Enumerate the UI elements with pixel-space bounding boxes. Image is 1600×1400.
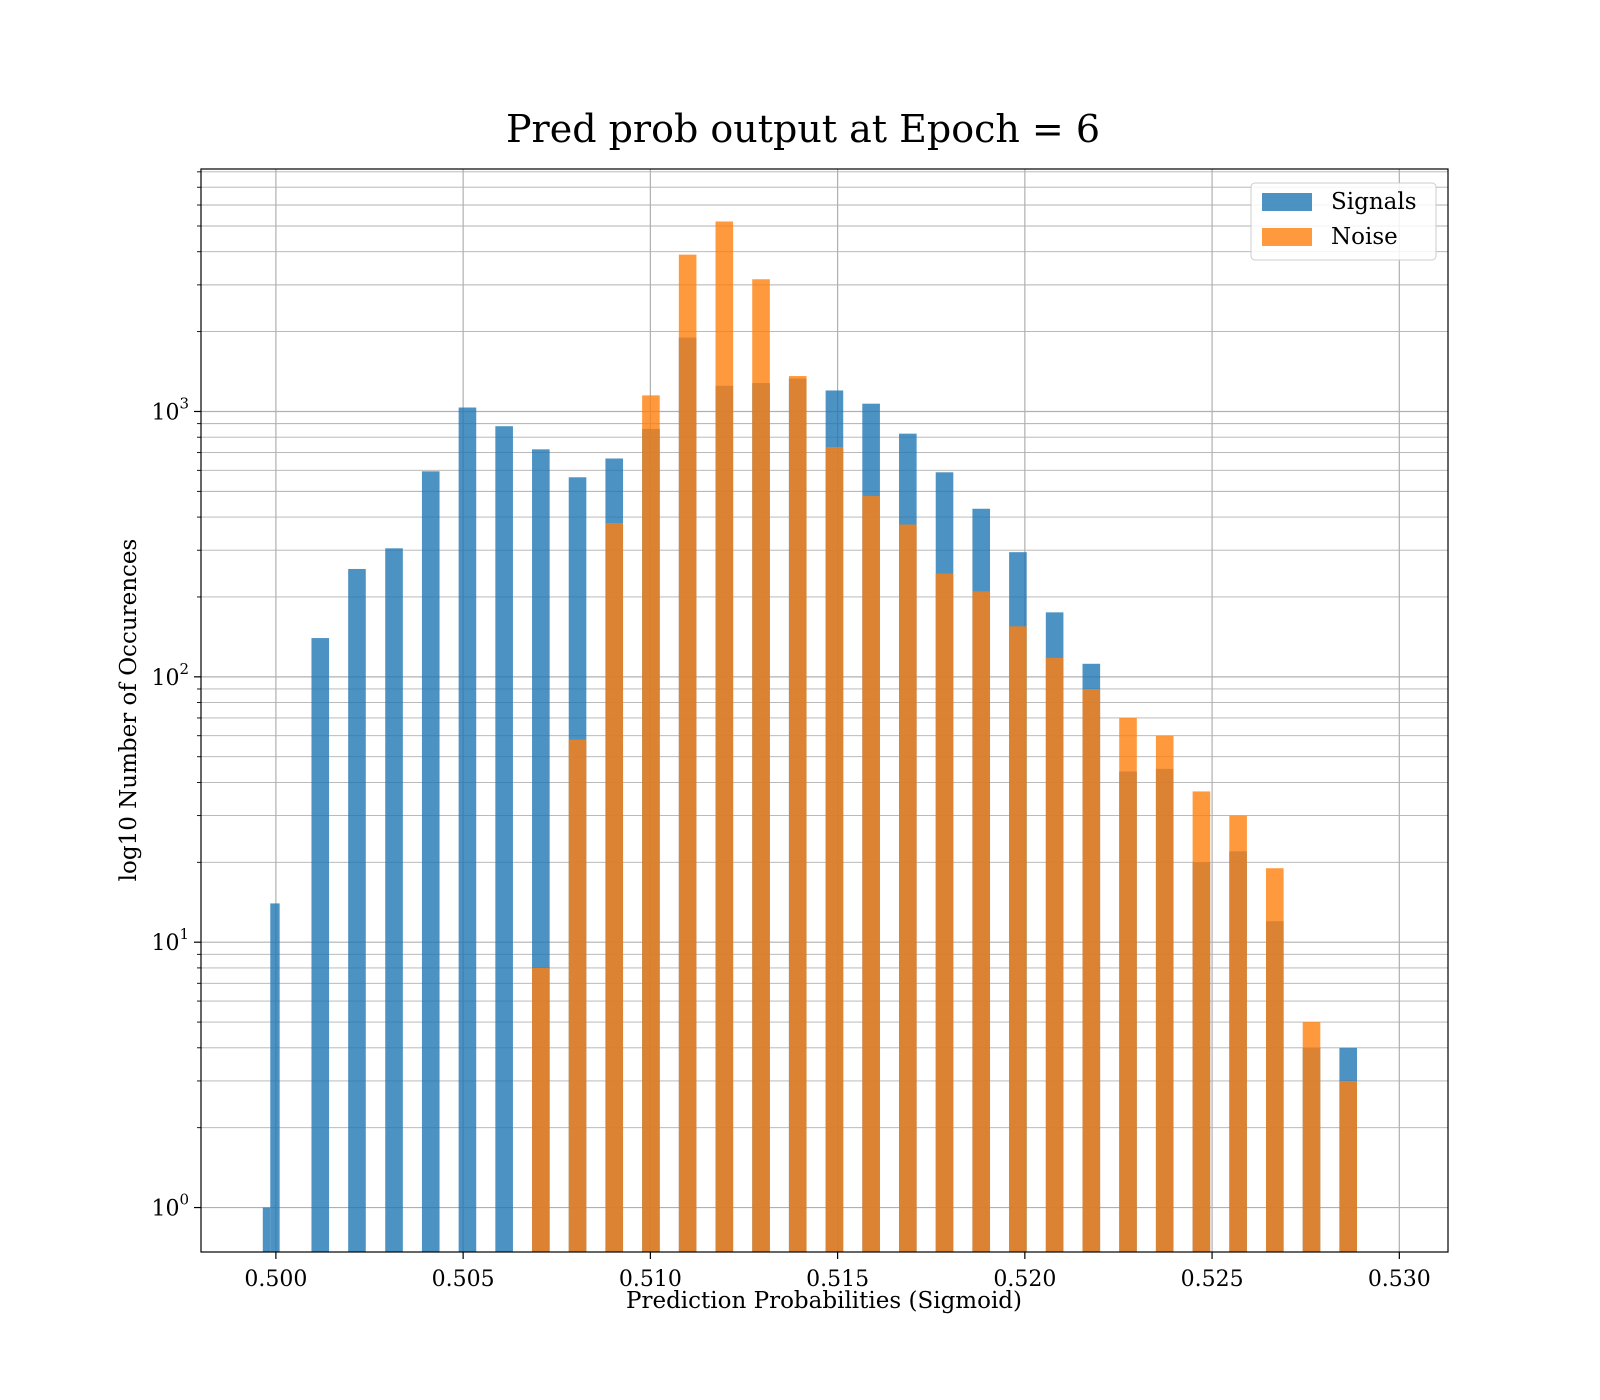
bar-signals: [385, 548, 403, 1252]
bar-noise: [1229, 815, 1247, 1252]
y-axis-label: log10 Number of Occurences: [116, 539, 142, 882]
legend-swatch-noise: [1262, 228, 1312, 246]
bar-noise: [568, 739, 587, 1252]
bar-noise: [642, 395, 660, 1252]
y-tick-label: 100: [151, 1191, 189, 1222]
bar-signals: [421, 471, 440, 1253]
legend: Signals Noise: [1250, 182, 1437, 261]
bar-signals: [348, 568, 366, 1252]
bar-noise: [1082, 688, 1101, 1252]
bar-noise: [935, 573, 954, 1252]
legend-swatch-signals: [1262, 193, 1312, 211]
bar-signals: [458, 407, 477, 1253]
bar-noise: [752, 279, 770, 1252]
bar-noise: [1339, 1080, 1358, 1252]
bar-noise: [788, 376, 807, 1252]
bar-noise: [1155, 735, 1174, 1252]
plot-area-frame: [200, 168, 1449, 1253]
y-tick-label: 102: [151, 660, 189, 691]
x-axis-label: Prediction Probabilities (Sigmoid): [626, 1288, 1022, 1314]
bar-noise: [678, 254, 697, 1252]
y-axis-ticks: 100 101 102 103: [151, 171, 201, 1222]
bar-noise: [1045, 657, 1064, 1252]
bar-noise: [1302, 1022, 1321, 1252]
bar-noise: [715, 221, 734, 1253]
bar-noise: [972, 591, 991, 1252]
histogram-bars: [262, 221, 1358, 1253]
x-tick-label: 0.530: [1368, 1267, 1431, 1292]
bar-signals: [311, 638, 330, 1252]
bar-noise: [862, 496, 880, 1252]
bar-signals: [262, 1207, 271, 1252]
bar-noise: [532, 967, 550, 1252]
y-tick-label: 101: [151, 925, 189, 956]
x-tick-label: 0.500: [244, 1267, 307, 1292]
x-axis-ticks: 0.500 0.505 0.510 0.515 0.520 0.525 0.530: [244, 1252, 1431, 1292]
y-tick-label: 103: [151, 394, 189, 425]
bar-signals: [495, 426, 513, 1252]
bar-noise: [899, 524, 917, 1252]
bar-noise: [605, 522, 624, 1252]
x-tick-label: 0.515: [806, 1267, 869, 1292]
x-tick-label: 0.505: [432, 1267, 495, 1292]
bar-noise: [1119, 717, 1137, 1252]
legend-label-signals: Signals: [1331, 189, 1417, 215]
legend-label-noise: Noise: [1331, 224, 1398, 250]
bar-noise: [1009, 626, 1027, 1252]
x-tick-label: 0.520: [993, 1267, 1056, 1292]
bar-signals: [270, 903, 280, 1252]
bar-noise: [825, 446, 844, 1252]
chart-title: Pred prob output at Epoch = 6: [506, 107, 1100, 151]
bar-noise: [1192, 791, 1211, 1252]
x-tick-label: 0.525: [1181, 1267, 1244, 1292]
x-tick-label: 0.510: [619, 1267, 682, 1292]
bar-noise: [1266, 868, 1284, 1252]
